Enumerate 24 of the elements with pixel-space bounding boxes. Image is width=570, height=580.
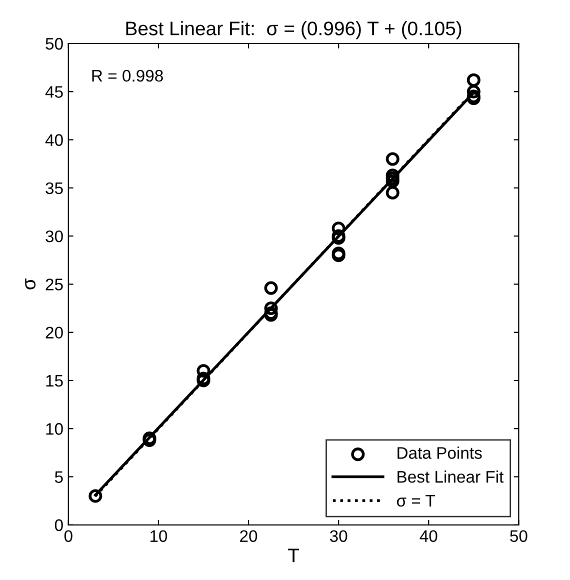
legend-label: Data Points xyxy=(398,446,482,459)
legend-label: σ = T xyxy=(396,494,436,507)
y-tick-label: 30 xyxy=(46,230,63,242)
y-tick-label: 40 xyxy=(45,134,63,146)
x-tick-label: 50 xyxy=(510,530,528,542)
y-tick-label: 35 xyxy=(46,182,63,194)
y-tick-label: 25 xyxy=(46,278,63,290)
x-tick-label: 0 xyxy=(64,530,72,542)
x-tick-label: 10 xyxy=(150,530,168,542)
y-tick-label: 0 xyxy=(54,519,63,532)
y-tick-label: 10 xyxy=(46,423,63,435)
y-tick-label: 15 xyxy=(46,375,63,387)
x-axis-title: T xyxy=(288,548,300,562)
y-tick-label: 5 xyxy=(54,471,63,483)
x-tick-label: 40 xyxy=(420,530,438,542)
chart-title: Best Linear Fit: σ = (0.996) T + (0.105) xyxy=(126,21,462,40)
y-axis-title: σ xyxy=(25,278,36,290)
y-tick-label: 50 xyxy=(46,38,63,50)
x-tick-label: 30 xyxy=(330,530,348,542)
y-tick-label: 45 xyxy=(45,86,63,98)
legend-label: Best Linear Fit xyxy=(398,470,504,483)
annotation: R = 0.998 xyxy=(92,70,163,82)
y-tick-label: 20 xyxy=(46,326,63,339)
x-tick-label: 20 xyxy=(240,530,258,542)
